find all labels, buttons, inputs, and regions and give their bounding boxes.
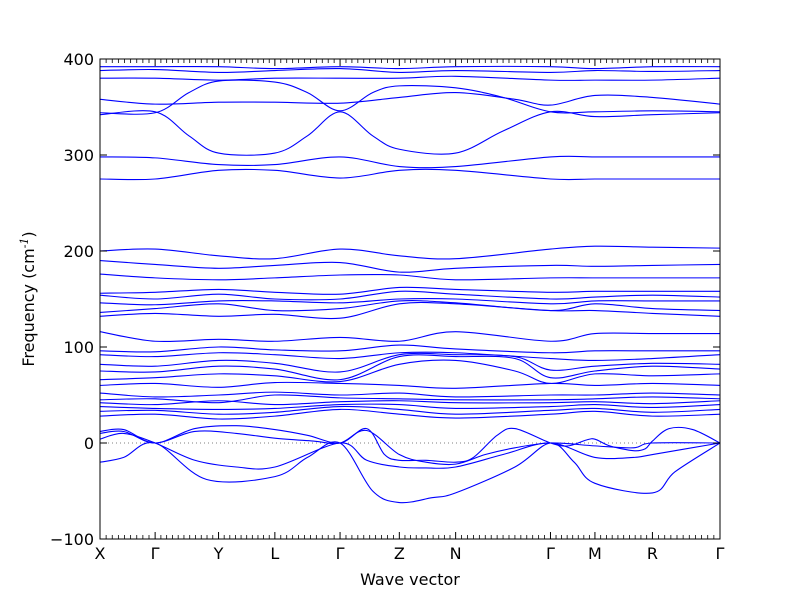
band-line-31 [100,75,720,81]
x-tick-label-1: Γ [151,544,160,563]
plot-area: −100 0 100 200 300 400 X Γ Y L Γ Z N Γ M R Γ [50,50,724,563]
y-tick-label-2: 100 [63,338,94,357]
band-line-16 [100,344,720,354]
x-tick-label-8: M [588,544,602,563]
band-line-3 [100,429,720,466]
band-line-5 [100,408,720,420]
y-axis-label-unit-superscript: -1 [18,238,31,249]
band-line-19 [100,300,720,313]
x-tick-label-7: Γ [546,544,555,563]
phonon-bands [100,65,720,504]
band-line-30 [100,92,720,106]
band-line-2 [100,432,720,470]
y-axis-label-close: ) [19,231,38,237]
band-line-10 [100,391,720,398]
band-line-11 [100,381,720,389]
y-tick-label-0: −100 [50,530,94,549]
band-line-4 [100,425,720,463]
band-line-32 [100,68,720,73]
band-line-22 [100,286,720,295]
band-line-23 [100,273,720,281]
y-tick-label-5: 400 [63,50,94,69]
band-line-14 [100,352,720,373]
x-tick-label-3: L [270,544,279,563]
x-tick-label-6: N [450,544,462,563]
x-minor-ticks [105,59,715,539]
x-tick-label-10: Γ [716,544,725,563]
y-axis-label: Frequency (cm-1) [18,231,38,366]
axes-frame [99,58,721,540]
band-line-27 [100,155,720,169]
band-line-18 [100,301,720,320]
band-line-29 [100,79,720,115]
band-line-12 [100,359,720,385]
band-line-20 [100,297,720,306]
x-axis-label: Wave vector [360,570,460,589]
band-line-17 [100,331,720,343]
band-line-24 [100,260,720,273]
band-line-33 [100,65,720,70]
y-tick-label-1: 0 [84,434,94,453]
band-line-9 [100,394,720,404]
band-line-1 [100,441,720,504]
y-axis-label-text: Frequency (cm [19,248,38,366]
band-line-6 [100,405,720,415]
x-tick-label-4: Γ [336,544,345,563]
band-line-15 [100,351,720,361]
band-line-25 [100,245,720,260]
band-line-13 [100,354,720,381]
band-line-8 [100,400,720,406]
x-tick-label-0: X [95,544,106,563]
x-tick-label-5: Z [394,544,405,563]
x-tick-label-9: R [647,544,658,563]
band-line-28 [100,110,720,156]
y-tick-label-3: 200 [63,242,94,261]
band-line-21 [100,290,720,301]
band-line-7 [100,403,720,410]
y-axis-ticks: −100 0 100 200 300 400 [50,50,720,549]
y-tick-label-4: 300 [63,146,94,165]
band-line-26 [100,168,720,181]
x-tick-label-2: Y [213,544,224,563]
